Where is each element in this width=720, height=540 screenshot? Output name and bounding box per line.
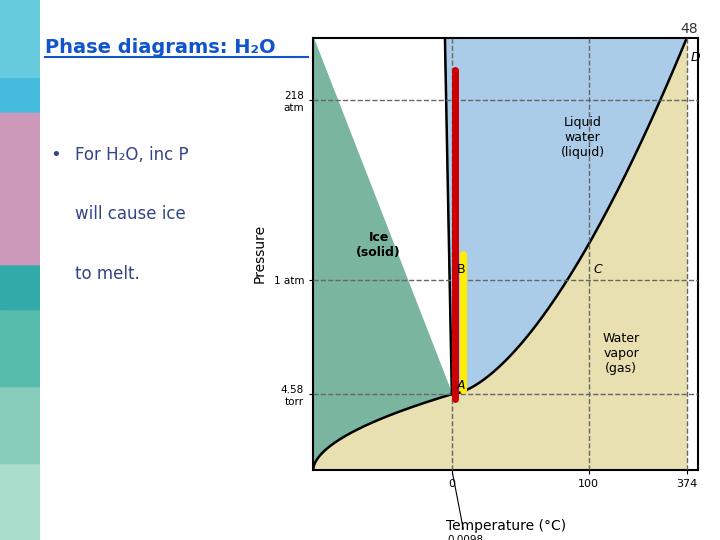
Text: Liquid
water
(liquid): Liquid water (liquid)	[561, 116, 605, 159]
Text: •: •	[50, 146, 61, 164]
Text: will cause ice: will cause ice	[75, 205, 186, 223]
Text: C: C	[593, 264, 602, 276]
Text: Ice
(solid): Ice (solid)	[356, 231, 401, 259]
Text: 48: 48	[681, 22, 698, 36]
Bar	[0, 308, 40, 386]
Text: D: D	[690, 51, 701, 64]
Text: A: A	[456, 379, 465, 392]
Bar	[0, 232, 40, 308]
Text: Phase diagrams: H₂O: Phase diagrams: H₂O	[45, 38, 276, 57]
X-axis label: Temperature (°C): Temperature (°C)	[446, 519, 566, 534]
Bar	[0, 154, 40, 232]
Bar	[0, 386, 40, 463]
Text: 0.0098: 0.0098	[447, 472, 483, 540]
Polygon shape	[445, 38, 687, 394]
Polygon shape	[313, 38, 452, 470]
Bar	[0, 0, 40, 77]
Polygon shape	[313, 38, 687, 470]
Text: Water
vapor
(gas): Water vapor (gas)	[603, 332, 640, 375]
Text: to melt.: to melt.	[75, 265, 140, 282]
Bar	[0, 77, 40, 154]
Y-axis label: Pressure: Pressure	[253, 224, 266, 284]
Text: B: B	[456, 264, 465, 276]
Text: For H₂O, inc P: For H₂O, inc P	[75, 146, 189, 164]
Bar	[0, 463, 40, 540]
FancyBboxPatch shape	[0, 113, 42, 265]
